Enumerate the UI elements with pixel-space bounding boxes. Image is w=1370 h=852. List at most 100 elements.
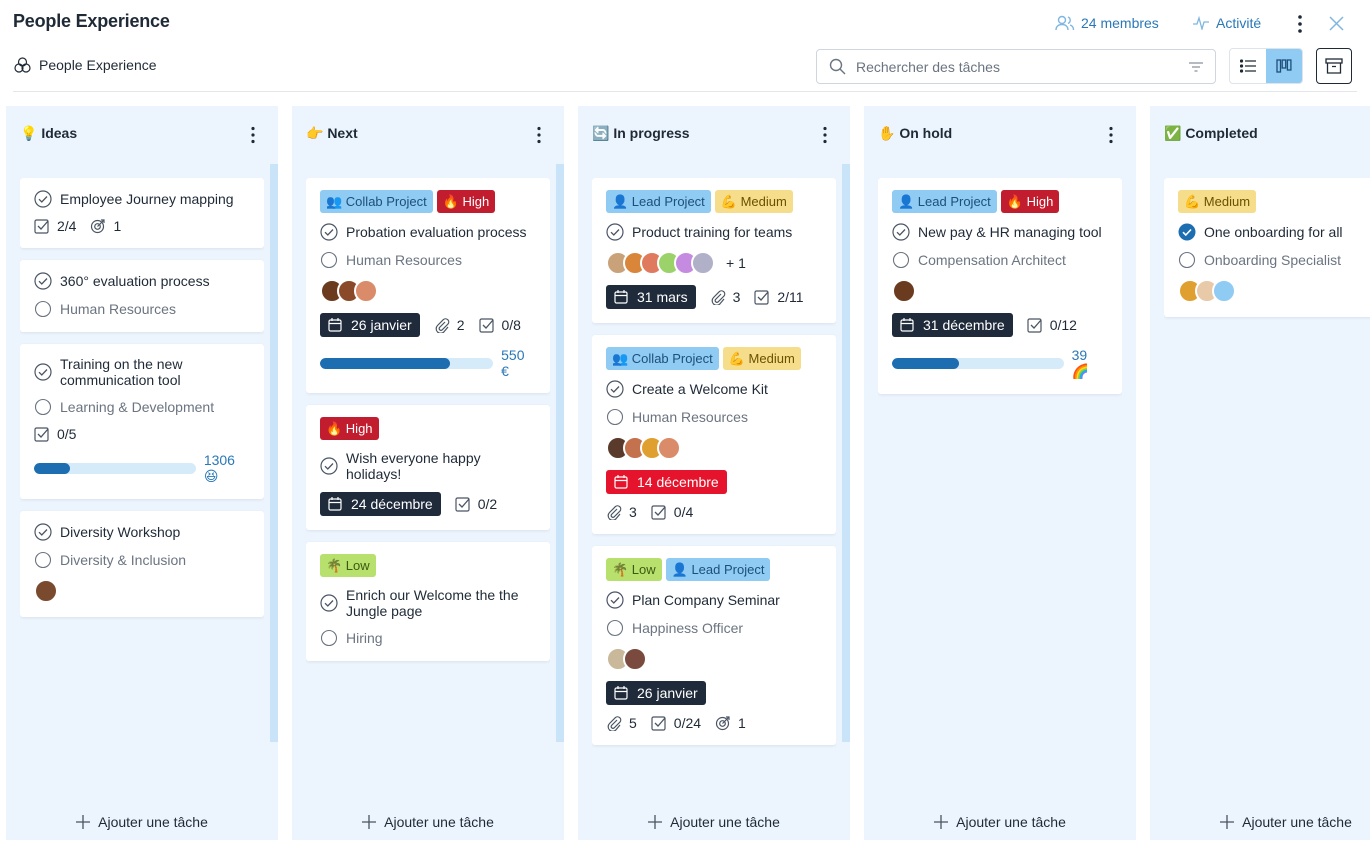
checklist-icon <box>1027 318 1042 333</box>
more-button[interactable] <box>1296 14 1304 34</box>
check-icon <box>34 523 52 541</box>
status-icon[interactable] <box>34 523 52 541</box>
task-title: Probation evaluation process <box>346 224 527 240</box>
status-icon[interactable] <box>320 223 338 241</box>
breadcrumb-icon <box>14 57 31 73</box>
check-icon <box>606 223 624 241</box>
progress-label: 550 € <box>501 347 525 379</box>
column-menu[interactable] <box>1108 126 1114 149</box>
breadcrumb[interactable]: People Experience <box>14 57 157 73</box>
task-card[interactable]: 👤 Lead Project 💪 Medium Product training f… <box>592 178 836 323</box>
status-icon[interactable] <box>34 363 52 381</box>
avatars <box>606 251 715 275</box>
add-icon <box>648 815 663 829</box>
progress-row: 550 € <box>320 347 536 379</box>
column-title: 👉 Next <box>306 125 358 141</box>
members-icon <box>1055 15 1075 31</box>
status-icon[interactable] <box>606 591 624 609</box>
task-card[interactable]: 🌴 Low 👤 Lead Project Plan Company Seminar H… <box>592 546 836 745</box>
avatar-row <box>892 279 1108 303</box>
archive-icon <box>1325 58 1343 74</box>
search-box[interactable]: Rechercher des tâches <box>816 49 1216 84</box>
status-icon[interactable] <box>1178 223 1196 241</box>
task-card[interactable]: 👥 Collab Project 💪 Medium Create a Welcome… <box>592 335 836 534</box>
role-icon <box>892 251 910 269</box>
task-card[interactable]: 💪 Medium One onboarding for all Onboarding… <box>1164 178 1370 317</box>
task-card[interactable]: Diversity Workshop Diversity & Inclusion <box>20 511 264 617</box>
goals-count: 1 <box>715 715 746 731</box>
role-icon <box>34 300 52 318</box>
add-task-button[interactable]: Ajouter une tâche <box>292 814 564 830</box>
add-task-button[interactable]: Ajouter une tâche <box>6 814 278 830</box>
status-icon[interactable] <box>34 272 52 290</box>
task-title: New pay & HR managing tool <box>918 224 1102 240</box>
tag: 🔥 High <box>436 190 496 213</box>
role-row: Human Resources <box>320 251 536 269</box>
add-task-button[interactable]: Ajouter une tâche <box>864 814 1136 830</box>
status-icon[interactable] <box>320 457 338 475</box>
due-date-label: 24 décembre <box>351 496 433 512</box>
progress-row: 1306 😆 <box>34 452 250 485</box>
tag-row: 🌴 Low 👤 Lead Project <box>606 558 822 581</box>
archive-button[interactable] <box>1316 48 1352 84</box>
close-button[interactable] <box>1329 16 1344 31</box>
add-task-button[interactable]: Ajouter une tâche <box>1150 814 1370 830</box>
board-title: People Experience <box>13 11 170 31</box>
title-row: Plan Company Seminar <box>606 591 822 609</box>
status-icon[interactable] <box>606 380 624 398</box>
meta-row: 26 janvier <box>606 681 822 705</box>
status-icon[interactable] <box>34 190 52 208</box>
status-icon[interactable] <box>892 223 910 241</box>
card-list: 👤 Lead Project 💪 Medium Product training f… <box>592 178 836 802</box>
members-button[interactable]: 24 membres <box>1055 15 1159 31</box>
role-label: Hiring <box>346 630 383 646</box>
role-icon <box>34 398 52 416</box>
avatars <box>320 279 378 303</box>
tag: 👤 Lead Project <box>606 190 711 213</box>
avatar <box>623 647 647 671</box>
attachments-count: 3 <box>710 289 740 305</box>
card-list: 👥 Collab Project 🔥 High Probation evaluati… <box>306 178 550 802</box>
attachments-label: 2 <box>456 317 465 333</box>
tag: 🔥 High <box>320 417 379 440</box>
column-menu[interactable] <box>250 126 256 149</box>
task-card[interactable]: Employee Journey mapping 2/4 1 <box>20 178 264 248</box>
board-icon <box>1276 59 1292 73</box>
meta-row: 26 janvier 2 0/8 <box>320 313 536 337</box>
due-date: 26 janvier <box>320 313 420 337</box>
calendar-icon <box>900 318 914 332</box>
add-task-button[interactable]: Ajouter une tâche <box>578 814 850 830</box>
role-row: Compensation Architect <box>892 251 1108 269</box>
filter-icon[interactable] <box>1189 61 1203 72</box>
task-card[interactable]: Training on the new communication tool Le… <box>20 344 264 499</box>
column-menu[interactable] <box>822 126 828 149</box>
calendar-icon <box>614 686 628 700</box>
role-row: Human Resources <box>606 408 822 426</box>
checklist-icon <box>651 505 666 520</box>
due-date: 31 mars <box>606 285 696 309</box>
title-row: Probation evaluation process <box>320 223 536 241</box>
role-icon <box>606 619 624 637</box>
checklist-label: 0/4 <box>673 504 694 520</box>
checklist-label: 0/24 <box>673 715 702 731</box>
column-title: ✅ Completed <box>1164 125 1258 141</box>
activity-button[interactable]: Activité <box>1192 15 1261 31</box>
board-view-button[interactable] <box>1266 49 1302 83</box>
task-card[interactable]: 👤 Lead Project 🔥 High New pay & HR managin… <box>878 178 1122 394</box>
due-date: 26 janvier <box>606 681 706 705</box>
task-card[interactable]: 360° evaluation process Human Resources <box>20 260 264 332</box>
status-icon[interactable] <box>606 223 624 241</box>
title-row: 360° evaluation process <box>34 272 250 290</box>
task-card[interactable]: 🔥 High Wish everyone happy holidays! 24 dé… <box>306 405 550 530</box>
search-icon <box>829 58 846 75</box>
add-icon <box>362 815 377 829</box>
checklist-label: 0/8 <box>501 317 521 333</box>
role-label: Happiness Officer <box>632 620 744 636</box>
progress-fill <box>34 463 70 474</box>
list-view-button[interactable] <box>1230 49 1266 83</box>
task-card[interactable]: 👥 Collab Project 🔥 High Probation evaluati… <box>306 178 550 393</box>
status-icon[interactable] <box>320 594 338 612</box>
column-menu[interactable] <box>536 126 542 149</box>
task-card[interactable]: 🌴 Low Enrich our Welcome the the Jungle p… <box>306 542 550 661</box>
